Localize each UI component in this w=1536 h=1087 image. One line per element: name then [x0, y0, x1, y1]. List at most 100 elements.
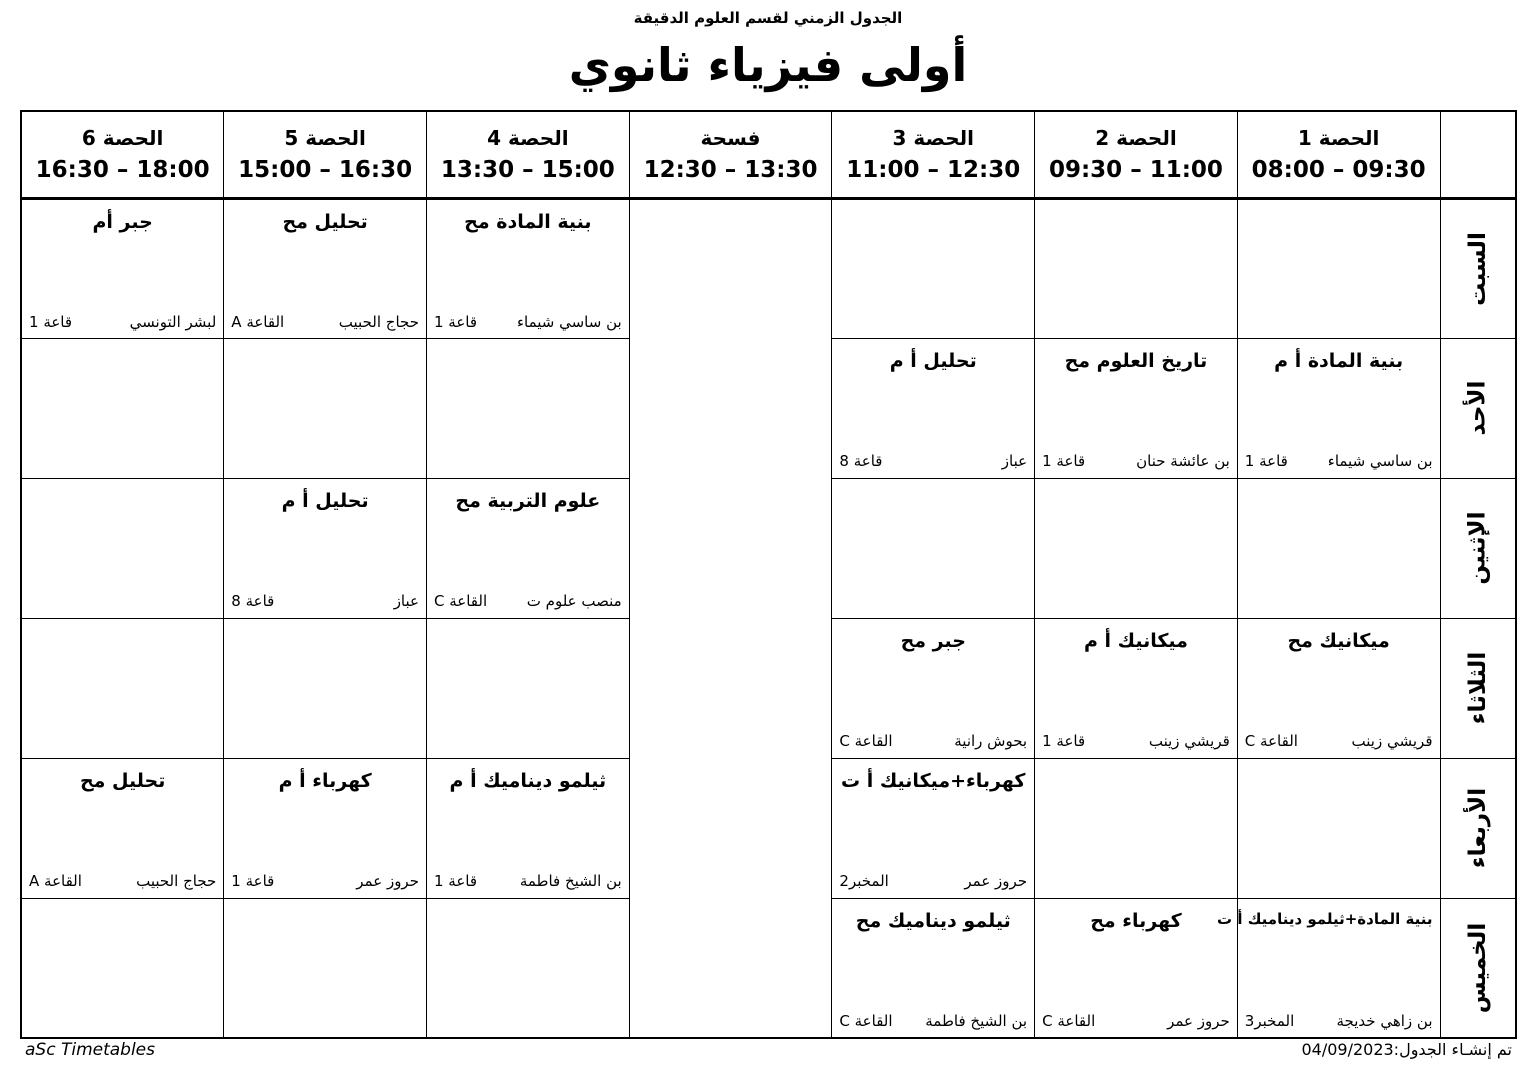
lesson-subject: تحليل مح	[282, 210, 368, 233]
period-time: 15:00 – 16:30	[238, 156, 413, 183]
day-label-monday: الإثنين	[1439, 477, 1517, 619]
lesson-cell: بنية المادة+ثيلمو ديناميك أ ت بن زاهي خد…	[1217, 897, 1441, 1039]
period-name: الحصة 4	[487, 125, 569, 150]
period-name: الحصة 3	[892, 125, 974, 150]
lesson-subject: تحليل أ م	[281, 489, 369, 512]
lesson-teacher: بحوش رانية	[954, 731, 1028, 750]
period-time: 16:30 – 18:00	[35, 156, 210, 183]
lesson-subject: تحليل أ م	[889, 349, 977, 372]
day-name: الخميس	[1464, 922, 1491, 1013]
lesson-subject: ثيلمو ديناميك مح	[855, 909, 1011, 932]
lesson-subject: كهرباء أ م	[278, 769, 372, 792]
period-header-1: الحصة 1 08:00 – 09:30	[1236, 110, 1441, 200]
lesson-room: قاعة 1	[1042, 731, 1086, 750]
lesson-cell: جبر مح بحوش رانية القاعة C	[831, 617, 1036, 759]
page-title: أولى فيزياء ثانوي	[568, 38, 968, 92]
lesson-room: قاعة 8	[839, 451, 883, 470]
lesson-room: قاعة 1	[433, 312, 478, 331]
day-label-saturday: السبت	[1439, 197, 1517, 339]
break-column	[628, 197, 833, 1039]
lesson-room: القاعة C	[433, 591, 488, 610]
lesson-room: القاعة C	[1042, 1011, 1096, 1030]
lesson-teacher: لبشر التونسي	[129, 312, 217, 331]
lesson-cell: ثيلمو ديناميك مح بن الشيخ فاطمة القاعة C	[831, 897, 1036, 1039]
lesson-cell: علوم التربية مح منصب علوم ت القاعة C	[425, 477, 630, 619]
lesson-cell: تحليل أ م عباز قاعة 8	[831, 337, 1036, 479]
lesson-teacher: عباز	[393, 591, 419, 610]
lesson-cell: كهرباء+ميكانيك أ ت حروز عمر المخبر2	[831, 757, 1036, 899]
empty-cell	[1034, 757, 1238, 899]
lesson-teacher: بن عائشة حنان	[1136, 451, 1230, 470]
lesson-teacher: قريشي زينب	[1351, 731, 1433, 750]
lesson-subject: كهرباء+ميكانيك أ ت	[841, 769, 1026, 792]
lesson-cell: تحليل مح حجاج الحبيب القاعة A	[20, 757, 225, 899]
period-header-5: الحصة 5 15:00 – 16:30	[223, 110, 427, 200]
lesson-room: قاعة 1	[1042, 451, 1086, 470]
empty-cell	[1236, 477, 1441, 619]
lesson-room: المخبر2	[839, 871, 889, 890]
lesson-room: المخبر3	[1244, 1011, 1295, 1030]
day-name: الإثنين	[1464, 511, 1491, 585]
lesson-cell: كهرباء مح حروز عمر القاعة C	[1034, 897, 1238, 1039]
lesson-teacher: بن الشيخ فاطمة	[519, 871, 622, 890]
day-label-tuesday: الثلاثاء	[1439, 617, 1517, 759]
lesson-teacher: حجاج الحبيب	[338, 312, 419, 331]
header-row: الحصة 1 08:00 – 09:30 الحصة 2 09:30 – 11…	[20, 110, 1517, 200]
empty-cell	[1034, 197, 1238, 339]
lesson-teacher: بن ساسي شيماء	[1327, 451, 1433, 470]
lesson-room: قاعة 1	[29, 312, 73, 331]
lesson-teacher: حروز عمر	[356, 871, 419, 890]
period-name: الحصة 1	[1297, 125, 1380, 150]
period-time: 13:30 – 15:00	[440, 156, 615, 183]
day-label-wednesday: الأربعاء	[1439, 757, 1517, 899]
day-label-thursday: الخميس	[1439, 897, 1517, 1039]
empty-cell	[20, 477, 225, 619]
empty-cell	[831, 197, 1036, 339]
day-label-sunday: الأحد	[1439, 337, 1517, 479]
period-time: 11:00 – 12:30	[846, 156, 1021, 183]
lesson-cell: جبر أم لبشر التونسي قاعة 1	[20, 197, 225, 339]
period-header-3: الحصة 3 11:00 – 12:30	[831, 110, 1036, 200]
lesson-room: قاعة 1	[231, 871, 275, 890]
day-row-sunday: الأحد بنية المادة أ م بن ساسي شيماء قاعة…	[20, 337, 1517, 479]
empty-cell	[1034, 477, 1238, 619]
day-row-saturday: السبت بنية المادة مح بن ساسي شيماء قاعة …	[20, 197, 1517, 1039]
empty-cell	[223, 337, 427, 479]
empty-cell	[1236, 757, 1441, 899]
lesson-teacher: حروز عمر	[964, 871, 1028, 890]
lesson-subject: بنية المادة+ثيلمو ديناميك أ ت	[1217, 909, 1433, 928]
day-name: الأربعاء	[1464, 787, 1491, 869]
lesson-teacher: عباز	[1001, 451, 1028, 470]
lesson-room: القاعة A	[231, 312, 285, 331]
day-row-tuesday: الثلاثاء ميكانيك مح قريشي زينب القاعة C …	[20, 617, 1517, 759]
lesson-subject: كهرباء مح	[1090, 909, 1182, 932]
day-name: الأحد	[1464, 380, 1491, 436]
lesson-subject: بنية المادة أ م	[1274, 349, 1404, 372]
lesson-teacher: بن ساسي شيماء	[516, 312, 622, 331]
lesson-teacher: بن الشيخ فاطمة	[925, 1011, 1028, 1030]
lesson-subject: جبر مح	[900, 629, 966, 652]
lesson-subject: ثيلمو ديناميك أ م	[449, 769, 607, 792]
lesson-cell: تحليل أ م عباز قاعة 8	[223, 477, 427, 619]
lesson-room: القاعة C	[839, 1011, 893, 1030]
empty-cell	[425, 337, 630, 479]
footer-generated-date: تم إنشـاء الجدول:04/09/2023	[1301, 1040, 1512, 1059]
lesson-room: قاعة 1	[433, 871, 478, 890]
empty-cell	[425, 617, 630, 759]
lesson-room: قاعة 1	[1244, 451, 1288, 470]
lesson-room: القاعة C	[1244, 731, 1298, 750]
period-time: 09:30 – 11:00	[1048, 156, 1223, 183]
lesson-room: القاعة C	[839, 731, 893, 750]
empty-cell	[831, 477, 1036, 619]
lesson-cell: ميكانيك أ م قريشي زينب قاعة 1	[1034, 617, 1238, 759]
lesson-cell: تحليل مح حجاج الحبيب القاعة A	[223, 197, 427, 339]
period-name: الحصة 6	[81, 125, 164, 150]
empty-cell	[20, 337, 225, 479]
empty-cell	[223, 617, 427, 759]
lesson-teacher: حجاج الحبيب	[136, 871, 217, 890]
day-row-wednesday: الأربعاء كهرباء+ميكانيك أ ت حروز عمر الم…	[20, 757, 1517, 899]
period-time: 12:30 – 13:30	[643, 156, 818, 183]
lesson-subject: جبر أم	[92, 210, 153, 233]
day-name: السبت	[1464, 231, 1491, 306]
lesson-cell: ثيلمو ديناميك أ م بن الشيخ فاطمة قاعة 1	[425, 757, 630, 899]
